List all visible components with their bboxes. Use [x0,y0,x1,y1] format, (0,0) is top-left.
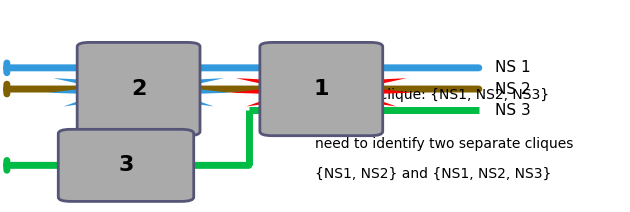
Polygon shape [48,59,229,120]
Text: 2: 2 [131,79,146,99]
Text: {NS1, NS2} and {NS1, NS2, NS3}: {NS1, NS2} and {NS1, NS2, NS3} [315,167,551,181]
FancyBboxPatch shape [59,129,194,201]
Text: 1: 1 [314,79,329,99]
Polygon shape [231,59,412,120]
FancyBboxPatch shape [77,42,200,136]
Text: maximal clique: {NS1, NS2, NS3}: maximal clique: {NS1, NS2, NS3} [315,88,549,102]
Text: need to identify two separate cliques: need to identify two separate cliques [315,137,573,151]
Text: NS 3: NS 3 [495,103,530,118]
FancyBboxPatch shape [260,42,382,136]
Text: NS 1: NS 1 [495,60,530,75]
Text: NS 2: NS 2 [495,82,530,96]
Text: 3: 3 [118,155,134,175]
